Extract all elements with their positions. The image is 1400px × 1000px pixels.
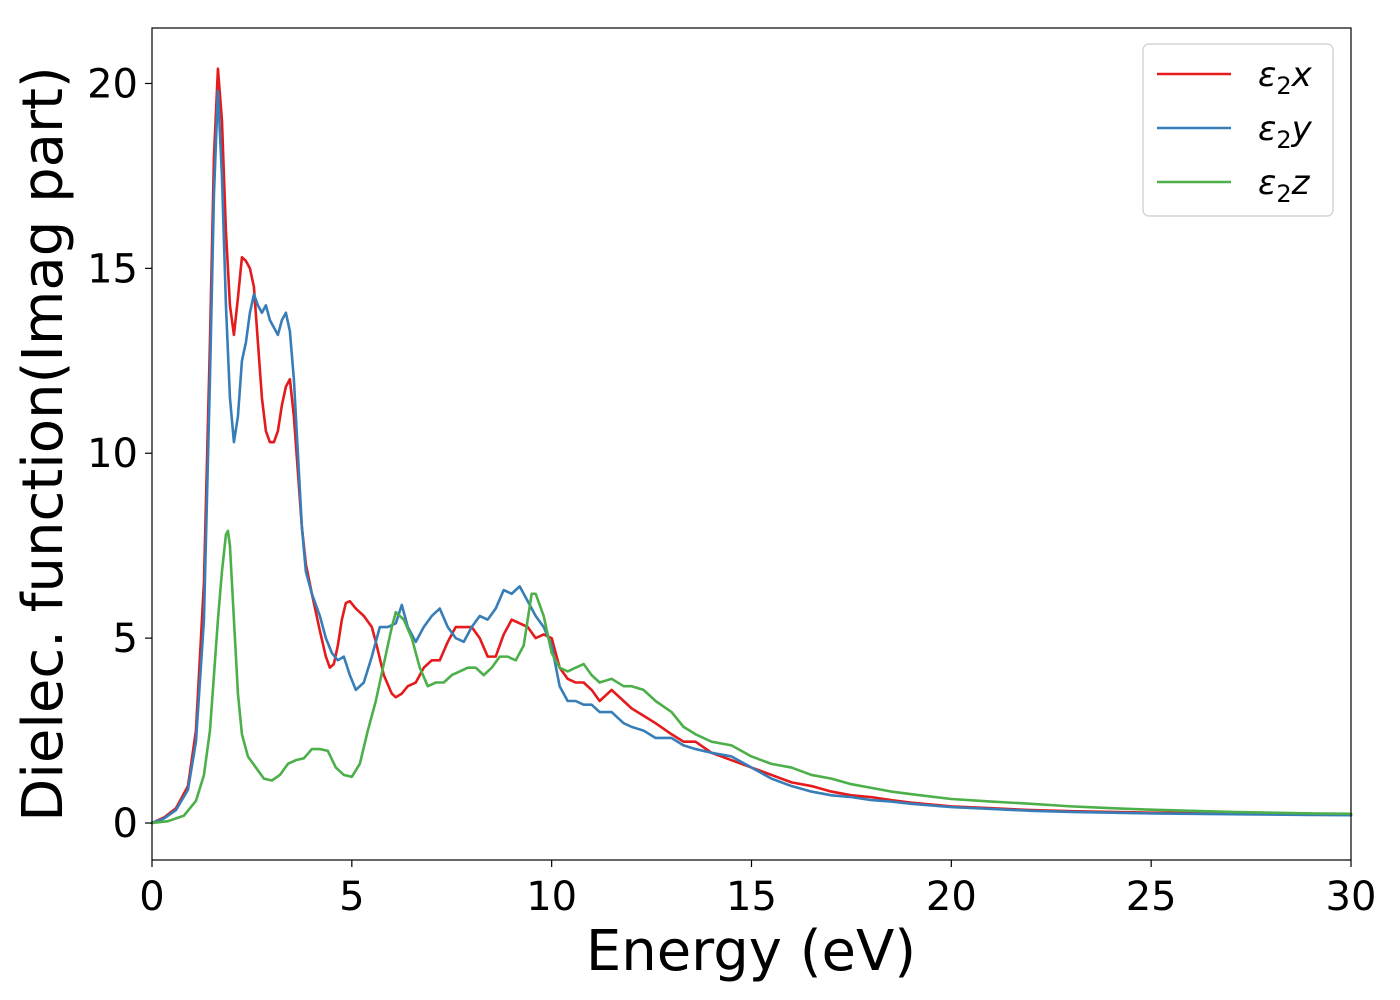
y-axis-label: Dielec. function(Imag part): [11, 66, 76, 822]
y-tick-label: 10: [87, 431, 138, 477]
x-tick-label: 15: [726, 874, 777, 920]
legend-box: [1142, 43, 1334, 217]
x-tick-label: 25: [1126, 874, 1177, 920]
x-axis-ticks: 0 5 10 15 20 25 30: [139, 860, 1376, 920]
y-tick-label: 5: [113, 616, 138, 662]
legend-label-y: ε2y: [1258, 109, 1313, 154]
y-axis-ticks: 0 5 10 15 20: [87, 61, 152, 847]
legend-label-z: ε2z: [1258, 163, 1311, 208]
x-tick-label: 20: [926, 874, 977, 920]
series-line-x: [150, 67, 1353, 825]
series-line-y: [150, 89, 1353, 825]
series-line-z: [150, 529, 1353, 825]
series-layer: [150, 67, 1353, 825]
legend-label-x: ε2x: [1258, 55, 1313, 100]
x-tick-label: 30: [1326, 874, 1377, 920]
y-tick-label: 20: [87, 61, 138, 107]
y-tick-label: 15: [87, 246, 138, 292]
x-tick-label: 0: [139, 874, 164, 920]
x-axis-label: Energy (eV): [586, 919, 916, 984]
legend: ε2x ε2y ε2z: [1142, 43, 1334, 217]
y-tick-label: 0: [113, 801, 138, 847]
x-tick-label: 5: [339, 874, 364, 920]
x-tick-label: 10: [526, 874, 577, 920]
